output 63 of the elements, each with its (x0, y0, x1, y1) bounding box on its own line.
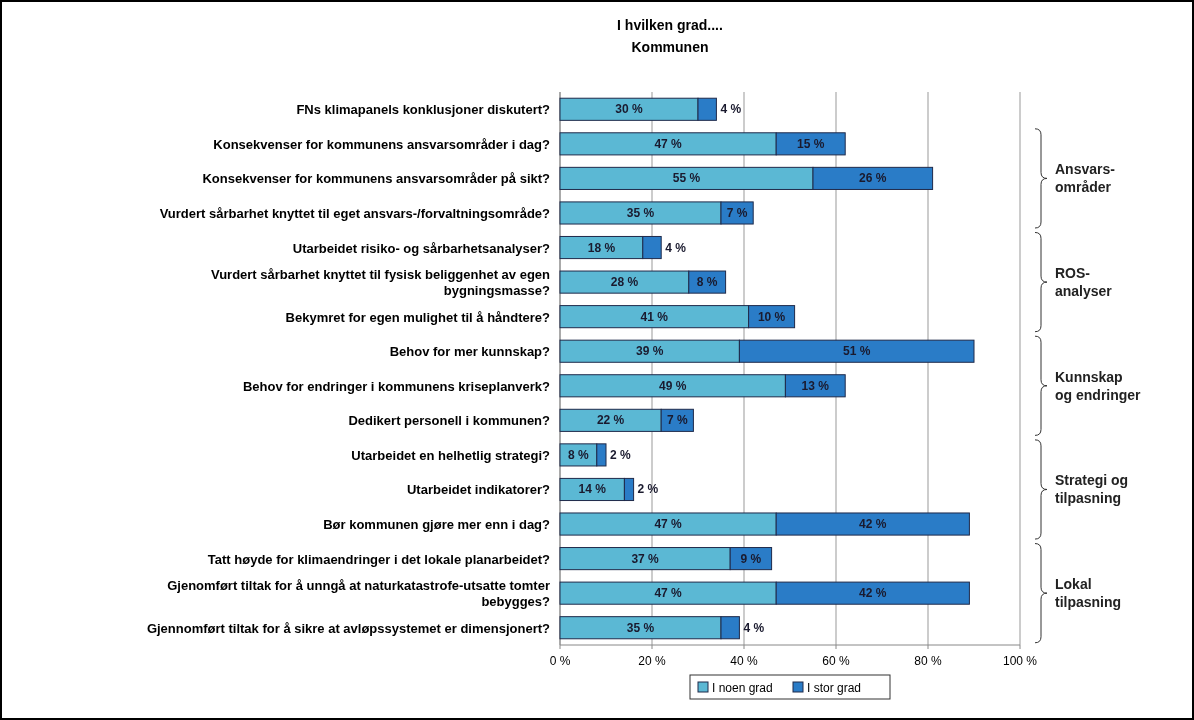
legend-label: I noen grad (712, 680, 773, 695)
data-label: 37 % (631, 551, 660, 566)
y-tick-label: Konsekvenser for kommunens ansvarsområder i dag? (213, 136, 551, 152)
text: Ansvars- områder (1055, 161, 1116, 196)
x-tick-label: 60 % (822, 654, 850, 668)
legend-label: I stor grad (807, 680, 862, 695)
y-tick-label: Utarbeidet en helhetlig strategi? (351, 447, 551, 463)
data-label: 35 % (626, 205, 655, 220)
data-label: 47 % (654, 136, 683, 151)
data-label: 42 % (859, 586, 887, 601)
data-label: 42 % (859, 517, 887, 532)
data-label: 4 % (665, 240, 687, 255)
text: Lokal tilpasning (1055, 576, 1122, 611)
data-label: 2 % (637, 482, 659, 497)
data-label: 30 % (615, 102, 643, 117)
y-tick-label: Behov for mer kunnskap? (389, 344, 551, 360)
y-tick-label: Gjennomført tiltak for å sikre at avløpssystemet er dimensjonert? (146, 620, 551, 636)
data-label: 9 % (740, 551, 762, 566)
data-label: 2 % (610, 447, 632, 462)
text: Strategi og tilpasning (1055, 472, 1129, 507)
data-label: 28 % (610, 275, 639, 290)
y-tick-label: Gjenomført tiltak for å unngå at naturkatastrofe-utsatte tomter bebygges? (167, 578, 551, 610)
y-tick-label: FNs klimapanels konklusjoner diskutert? (296, 102, 551, 118)
y-tick-label: Konsekvenser for kommunens ansvarsområder på sikt? (202, 171, 551, 187)
y-tick-label: Dedikert personell i kommunen? (348, 413, 551, 429)
x-tick-label: 80 % (914, 654, 942, 668)
data-label: 47 % (654, 586, 683, 601)
data-label: 49 % (659, 378, 687, 393)
x-tick-label: 100 % (1002, 654, 1038, 668)
data-label: 35 % (626, 620, 655, 635)
y-tick-label: Vurdert sårbarhet knyttet til eget ansvars-/forvaltningsområde? (159, 205, 551, 221)
data-label: 51 % (843, 344, 871, 359)
data-label: 10 % (757, 309, 786, 324)
data-label: 8 % (568, 447, 590, 462)
y-tick-label: Bør kommunen gjøre mer enn i dag? (323, 517, 551, 533)
data-label: 7 % (666, 413, 688, 428)
x-tick-label: 20 % (638, 654, 666, 668)
text: ROS- analyser (1055, 265, 1113, 300)
data-label: 41 % (640, 309, 669, 324)
chart-title: I hvilken grad.... (617, 17, 723, 33)
data-label: 22 % (596, 413, 625, 428)
data-label: 15 % (797, 136, 825, 151)
y-tick-label: Utarbeidet risiko- og sårbarhetsanalyser? (292, 240, 551, 256)
data-label: 55 % (672, 171, 701, 186)
x-tick-label: 40 % (730, 654, 758, 668)
y-tick-label: Behov for endringer i kommunens kriseplanverk? (242, 378, 551, 394)
data-label: 13 % (801, 378, 830, 393)
data-label: 39 % (636, 344, 664, 359)
text: Kunnskap og endringer (1055, 368, 1142, 403)
y-tick-label: Utarbeidet indikatorer? (406, 482, 551, 498)
data-label: 8 % (696, 275, 718, 290)
y-tick-label: Vurdert sårbarhet knyttet til fysisk beliggenhet av egen bygningsmasse? (210, 267, 551, 299)
y-tick-label: Tatt høyde for klimaendringer i det lokale planarbeidet? (207, 551, 551, 567)
chart-subtitle: Kommunen (631, 39, 709, 55)
data-label: 7 % (726, 205, 748, 220)
x-tick-label: 0 % (549, 654, 571, 668)
data-label: 4 % (743, 620, 765, 635)
data-label: 47 % (654, 517, 683, 532)
y-tick-label: Bekymret for egen mulighet til å håndtere? (285, 309, 551, 325)
data-label: 18 % (587, 240, 616, 255)
data-label: 4 % (720, 102, 742, 117)
data-label: 26 % (859, 171, 887, 186)
data-label: 14 % (578, 482, 607, 497)
